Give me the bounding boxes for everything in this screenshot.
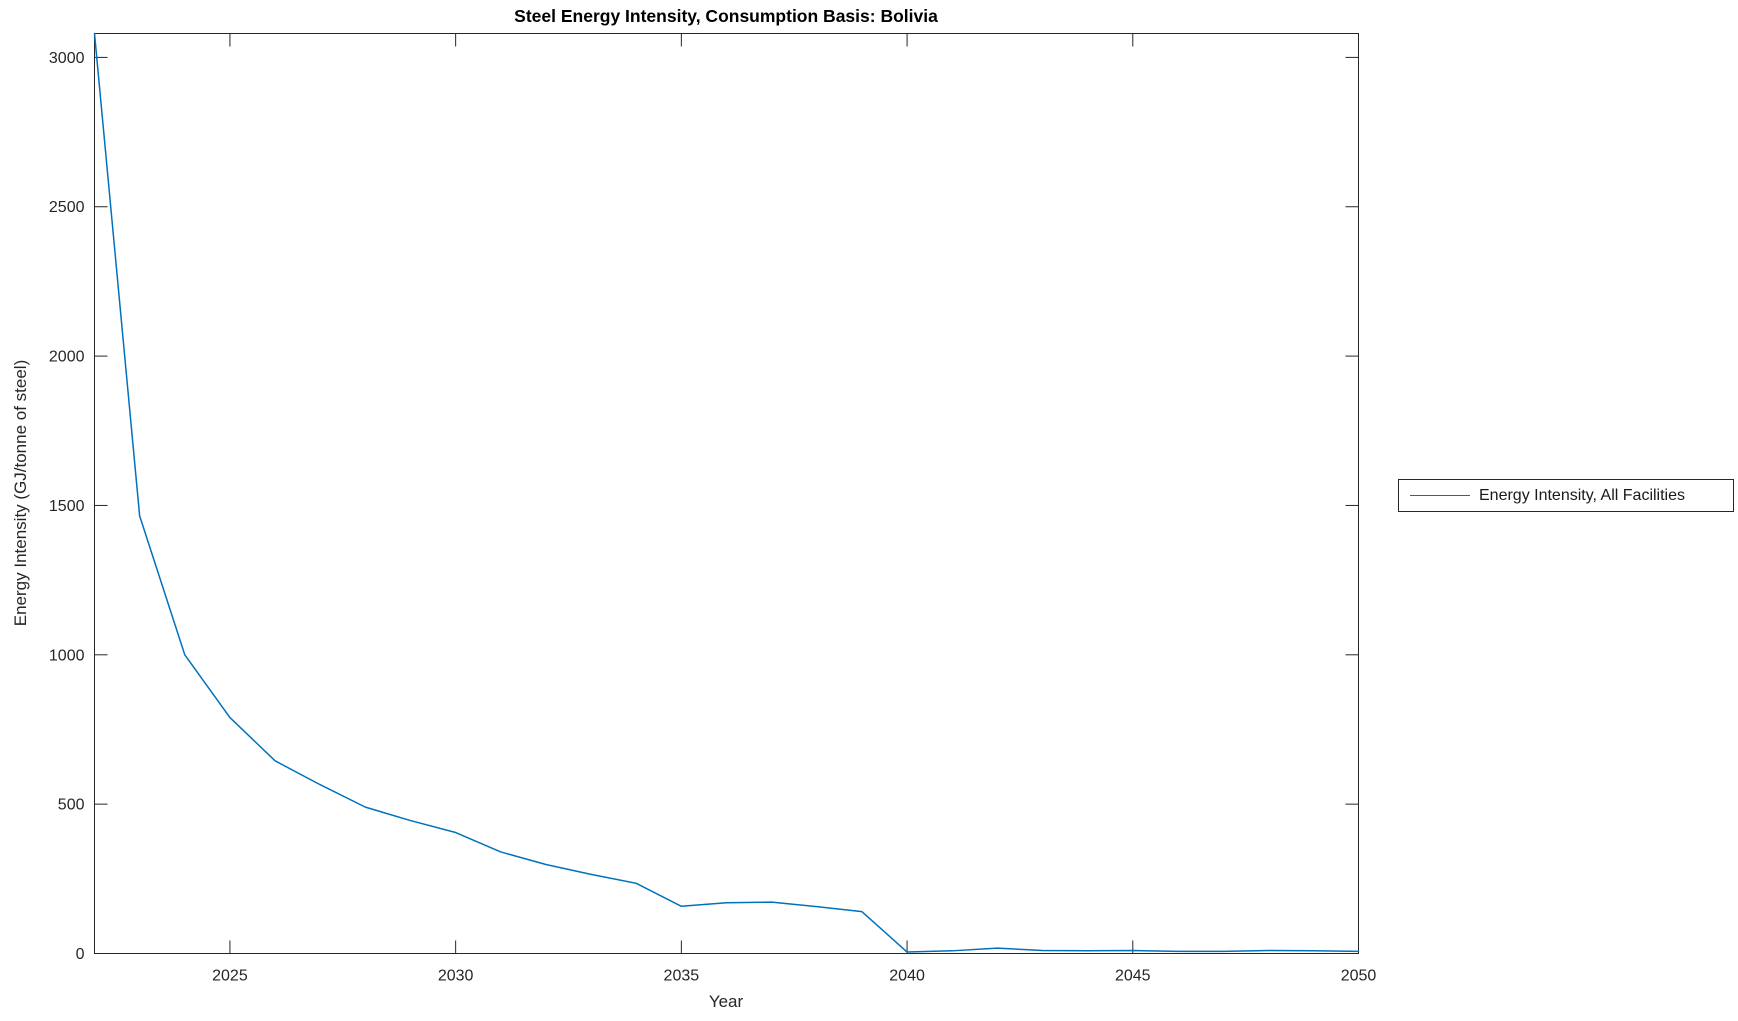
axes-border	[94, 33, 1359, 954]
y-tick-label: 1000	[49, 647, 85, 664]
chart-title: Steel Energy Intensity, Consumption Basi…	[514, 6, 938, 26]
y-tick-label: 3000	[49, 50, 85, 67]
y-tick-label: 2000	[49, 349, 85, 366]
x-tick-label: 2040	[889, 968, 925, 985]
legend-line-sample	[1410, 495, 1470, 496]
y-tick-label: 500	[58, 797, 85, 814]
x-tick-label: 2030	[438, 968, 474, 985]
legend: Energy Intensity, All Facilities	[1398, 479, 1734, 512]
y-tick-label: 0	[76, 946, 85, 963]
x-tick-label: 2045	[1115, 968, 1151, 985]
legend-entry-label: Energy Intensity, All Facilities	[1479, 486, 1686, 504]
x-tick-label: 2035	[664, 968, 700, 985]
y-tick-label: 2500	[49, 199, 85, 216]
series-line	[93, 32, 1360, 953]
x-axis-label: Year	[708, 992, 744, 1011]
x-tick-label: 2025	[212, 968, 248, 985]
y-tick-label: 1500	[49, 498, 85, 515]
x-tick-label: 2050	[1341, 968, 1377, 985]
